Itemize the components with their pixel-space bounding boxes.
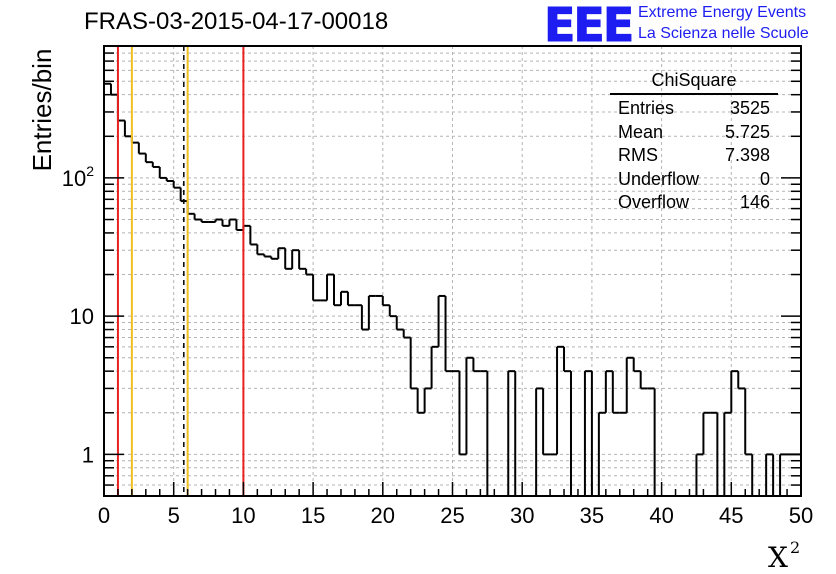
logo-line-2: La Scienza nelle Scuole [638, 25, 809, 42]
y-tick-label: 102 [62, 163, 94, 191]
x-tick-label: 30 [510, 503, 534, 528]
y-tick-labels: 1 10 102 [62, 163, 94, 467]
stats-label: Overflow [618, 192, 690, 212]
chart-title: FRAS-03-2015-04-17-00018 [84, 8, 389, 35]
x-tick-label: 10 [231, 503, 255, 528]
stats-label: Mean [618, 121, 664, 142]
stats-row-mean: Mean 5.725 [610, 121, 778, 145]
stats-value: 0 [759, 168, 770, 189]
y-tick-label: 1 [82, 442, 94, 467]
stats-box: ChiSquare Entries 3525 Mean 5.725 RMS 7.398… [610, 70, 778, 215]
stats-row-overflow: Overflow 146 [610, 191, 778, 215]
x-tick-label: 45 [719, 503, 743, 528]
x-tick-label: 50 [789, 503, 813, 528]
y-axis-label: Entries/bin [27, 48, 57, 172]
stats-value: 146 [739, 192, 770, 212]
stats-value: 7.398 [724, 145, 770, 165]
stats-row-entries: Entries 3525 [610, 97, 778, 121]
grid [104, 45, 801, 497]
logo-line-1: Extreme Energy Events [638, 4, 807, 21]
stats-value: 5.725 [724, 121, 770, 142]
axis-ticks [103, 45, 802, 497]
stats-label: RMS [618, 145, 658, 165]
stats-title: ChiSquare [610, 70, 778, 95]
x-tick-label: 35 [580, 503, 604, 528]
x-tick-label: 40 [649, 503, 673, 528]
stats-row-rms: RMS 7.398 [610, 144, 778, 168]
x-tick-labels: 0 5 10 15 20 25 30 35 40 45 50 [98, 503, 813, 528]
reference-lines [116, 46, 245, 496]
x-tick-label: 15 [301, 503, 325, 528]
x-tick-label: 5 [168, 503, 180, 528]
stats-label: Underflow [618, 168, 700, 189]
stats-label: Entries [618, 98, 675, 118]
y-tick-label: 10 [70, 304, 94, 329]
eee-logo: EEE [543, 0, 634, 52]
stats-value: 3525 [729, 98, 770, 118]
x-tick-label: 25 [440, 503, 464, 528]
stats-row-underflow: Underflow 0 [610, 168, 778, 192]
x-tick-label: 0 [98, 503, 110, 528]
x-tick-label: 20 [371, 503, 395, 528]
